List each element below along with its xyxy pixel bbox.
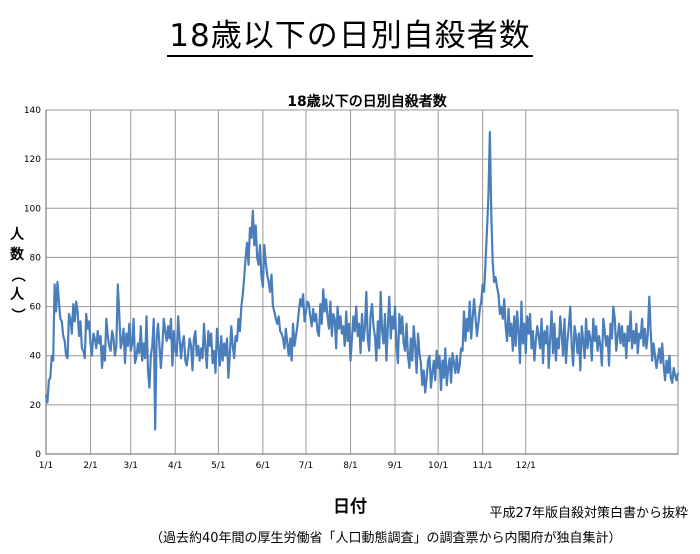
x-tick-label: 11/1 — [473, 461, 493, 471]
y-axis-label-char: 数 — [10, 247, 24, 263]
x-tick-label: 12/1 — [516, 461, 536, 471]
note-text: （過去約40年間の厚生労働省「人口動態調査」の調査票から内閣府が独自集計） — [150, 531, 622, 546]
x-axis-label: 日付 — [333, 497, 367, 517]
plot-frame — [45, 109, 679, 455]
y-tick-label: 120 — [24, 155, 41, 165]
grid-layer — [45, 109, 679, 455]
series-layer — [44, 131, 680, 431]
x-tick-label: 4/1 — [168, 461, 182, 471]
x-tick-label: 6/1 — [256, 461, 270, 471]
x-tick-label: 2/1 — [83, 461, 97, 471]
y-tick-label: 140 — [24, 106, 41, 116]
y-axis-label: 人数（人） — [6, 225, 28, 325]
x-tick-label: 8/1 — [343, 461, 357, 471]
x-tick-label: 3/1 — [124, 461, 138, 471]
daily-suicide-line-chart: 0 20 40 60 80 100 120 140 1/1 2/1 3/1 4/1 5/1 6/1 7/1 8… — [24, 93, 680, 471]
y-axis-label-char: （ — [9, 268, 25, 282]
x-tick-label: 7/1 — [299, 461, 313, 471]
y-tick-label: 0 — [35, 450, 41, 460]
y-tick-label: 20 — [30, 401, 42, 411]
x-tick-label: 9/1 — [388, 461, 402, 471]
series-line-daily-count — [44, 131, 680, 431]
y-axis-label-char: 人 — [10, 287, 24, 303]
axis-layer: 0 20 40 60 80 100 120 140 1/1 2/1 3/1 4/1 5/1 6/1 7/1 8… — [24, 106, 678, 471]
y-tick-label: 80 — [30, 253, 42, 263]
x-tick-label: 5/1 — [211, 461, 225, 471]
x-tick-label: 10/1 — [428, 461, 448, 471]
y-tick-label: 60 — [30, 303, 42, 313]
y-axis-label-char: 人 — [10, 227, 24, 243]
y-tick-label: 100 — [24, 204, 41, 214]
slide-title-text: 18歳以下の日別自殺者数 — [167, 18, 533, 57]
slide-title: 18歳以下の日別自殺者数 — [0, 10, 700, 57]
y-tick-label: 40 — [30, 352, 42, 362]
chart-title: 18歳以下の日別自殺者数 — [287, 93, 447, 110]
source-text: 平成27年版自殺対策白書から抜粋 — [489, 506, 688, 521]
x-tick-label: 1/1 — [39, 461, 53, 471]
y-axis-label-char: ） — [9, 308, 25, 322]
